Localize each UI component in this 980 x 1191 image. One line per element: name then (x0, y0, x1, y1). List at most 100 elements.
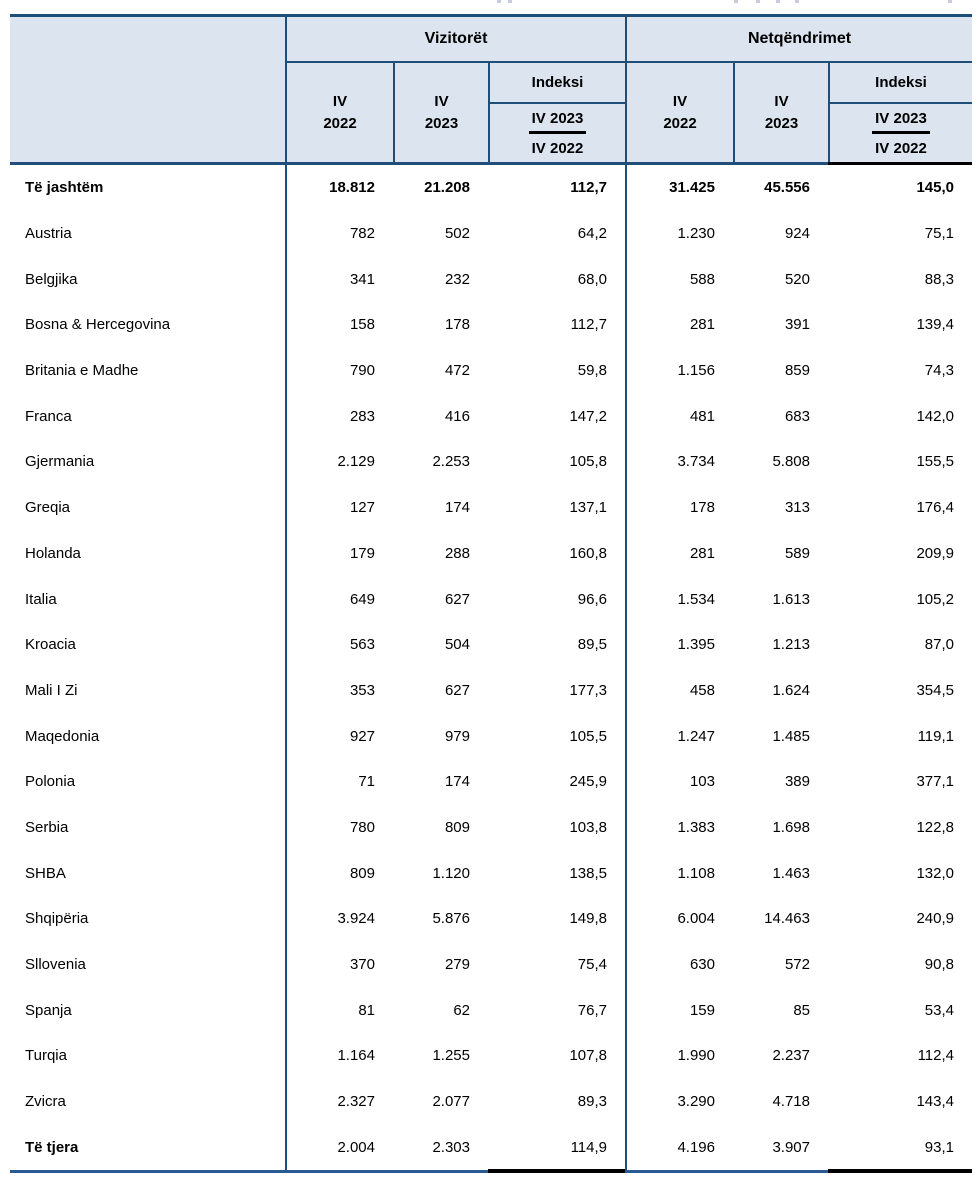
cell-value: 572 (784, 956, 810, 974)
cell-nights-iv2022: 281 (625, 302, 733, 348)
table-row: Të tjera 2.004 2.303 114,9 4.196 3.907 9… (10, 1124, 972, 1171)
column-header-line: 2022 (663, 114, 697, 132)
cell-visitors-index: 107,8 (488, 1033, 625, 1079)
cell-nights-index: 155,5 (828, 439, 972, 485)
column-header-line: IV (332, 92, 348, 110)
cell-value: 283 (349, 407, 375, 425)
index-fraction-denominator: IV 2022 (875, 139, 927, 157)
cell-nights-index: 143,4 (828, 1079, 972, 1125)
cell-value: 90,8 (924, 956, 954, 974)
cell-visitors-iv2022: 283 (285, 393, 393, 440)
cell-nights-iv2023: 391 (733, 302, 828, 348)
cell-visitors-iv2022: 563 (285, 621, 393, 668)
cell-value: 502 (444, 225, 470, 243)
cell-visitors-index: 75,4 (488, 942, 625, 988)
cell-visitors-iv2022: 782 (285, 210, 393, 257)
cell-visitors-iv2022: 370 (285, 941, 393, 988)
row-label-text: Belgjika (25, 270, 78, 288)
row-label: Kroacia (10, 622, 285, 668)
cell-visitors-iv2022: 81 (285, 987, 393, 1034)
row-label: Italia (10, 576, 285, 622)
cell-value: 2.237 (772, 1047, 810, 1065)
cell-visitors-index: 137,1 (488, 485, 625, 531)
cell-value: 1.120 (432, 864, 470, 882)
table-row: SHBA 809 1.120 138,5 1.108 1.463 132,0 (10, 850, 972, 896)
cell-visitors-iv2022: 2.327 (285, 1078, 393, 1125)
row-label-text: Bosna & Hercegovina (25, 316, 171, 334)
group-header-visitors: Vizitorët (285, 17, 625, 63)
cell-nights-iv2023: 5.808 (733, 439, 828, 485)
cell-visitors-iv2023: 1.255 (393, 1033, 488, 1079)
cell-value: 105,5 (569, 727, 607, 745)
cell-value: 1.108 (677, 864, 715, 882)
cell-value: 979 (444, 727, 470, 745)
cell-value: 87,0 (924, 636, 954, 654)
cell-value: 458 (689, 681, 715, 699)
cell-value: 132,0 (916, 864, 954, 882)
table-body: Të jashtëm 18.812 21.208 112,7 31.425 45… (10, 165, 972, 1171)
table-row: Maqedonia 927 979 105,5 1.247 1.485 119,… (10, 713, 972, 759)
row-label-text: Spanja (25, 1001, 72, 1019)
column-header-nights-iv2023: IV 2023 (733, 63, 828, 162)
cell-visitors-index: 114,9 (488, 1124, 625, 1170)
cell-visitors-iv2022: 649 (285, 576, 393, 622)
cell-visitors-iv2023: 979 (393, 713, 488, 759)
row-label-text: Shqipëria (25, 910, 89, 928)
cell-nights-iv2022: 6.004 (625, 896, 733, 942)
row-label: Belgjika (10, 256, 285, 302)
column-header-line: IV (434, 92, 449, 110)
cell-nights-index: 112,4 (828, 1033, 972, 1079)
cell-value: 158 (349, 316, 375, 334)
row-label-text: Sllovenia (25, 956, 86, 974)
cell-visitors-iv2023: 472 (393, 348, 488, 394)
cell-nights-iv2023: 1.613 (733, 576, 828, 622)
cell-nights-iv2022: 481 (625, 393, 733, 440)
cell-value: 1.485 (772, 727, 810, 745)
column-header-nights-iv2022: IV 2022 (625, 63, 733, 162)
row-label-text: Holanda (25, 544, 81, 562)
cell-visitors-iv2023: 627 (393, 668, 488, 714)
cell-value: 924 (784, 225, 810, 243)
cell-value: 71 (358, 773, 375, 791)
cell-value: 3.907 (772, 1138, 810, 1156)
cell-nights-index: 240,9 (828, 896, 972, 942)
row-label: Mali I Zi (10, 668, 285, 714)
row-label: Të jashtëm (10, 165, 285, 211)
row-label: Zvicra (10, 1079, 285, 1125)
black-rule-segment (828, 1169, 972, 1174)
cell-value: 2.303 (432, 1138, 470, 1156)
cell-value: 178 (689, 499, 715, 517)
cell-nights-iv2023: 683 (733, 393, 828, 439)
cell-visitors-index: 103,8 (488, 805, 625, 851)
cell-value: 18.812 (329, 179, 375, 197)
index-fraction-numerator: IV 2023 (528, 107, 587, 134)
cell-value: 1.213 (772, 636, 810, 654)
cell-value: 105,8 (569, 453, 607, 471)
cell-value: 64,2 (577, 225, 607, 243)
row-label: Të tjera (10, 1124, 285, 1170)
table-row: Holanda 179 288 160,8 281 589 209,9 (10, 530, 972, 577)
cell-visitors-iv2023: 288 (393, 531, 488, 577)
cell-value: 245,9 (569, 773, 607, 791)
cell-value: 75,1 (924, 225, 954, 243)
cell-value: 105,2 (916, 590, 954, 608)
cell-value: 481 (689, 407, 715, 425)
cell-nights-iv2023: 1.624 (733, 668, 828, 714)
row-label-text: Italia (25, 590, 57, 608)
group-label: Vizitorët (424, 30, 488, 47)
cropped-text-artifact (508, 0, 512, 3)
cell-nights-index: 354,5 (828, 668, 972, 714)
cell-value: 103,8 (569, 818, 607, 836)
cell-nights-iv2022: 3.290 (625, 1078, 733, 1125)
cell-value: 112,4 (917, 1047, 954, 1065)
cell-visitors-index: 105,5 (488, 713, 625, 759)
corner-cell (10, 17, 285, 162)
table-row: Të jashtëm 18.812 21.208 112,7 31.425 45… (10, 165, 972, 211)
table-row: Shqipëria 3.924 5.876 149,8 6.004 14.463… (10, 896, 972, 942)
cell-value: 354,5 (916, 681, 954, 699)
cell-value: 927 (349, 727, 375, 745)
cell-nights-index: 90,8 (828, 942, 972, 988)
cell-visitors-index: 112,7 (488, 165, 625, 211)
cell-value: 59,8 (577, 362, 607, 380)
